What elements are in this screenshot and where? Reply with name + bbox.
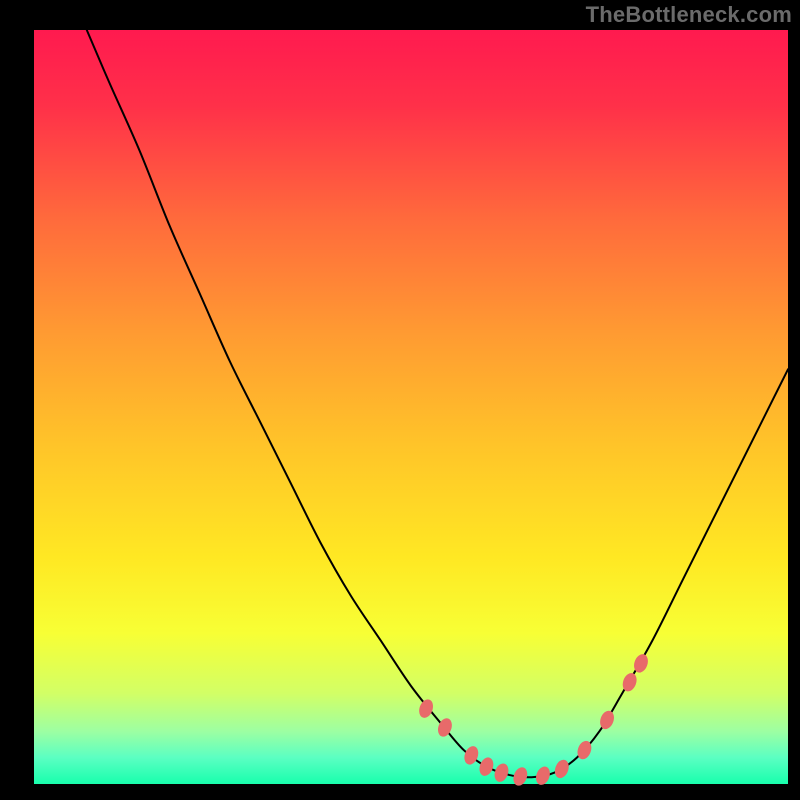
bottleneck-chart bbox=[0, 0, 800, 800]
watermark-text: TheBottleneck.com bbox=[586, 2, 792, 28]
plot-area bbox=[34, 30, 788, 784]
chart-container: TheBottleneck.com bbox=[0, 0, 800, 800]
